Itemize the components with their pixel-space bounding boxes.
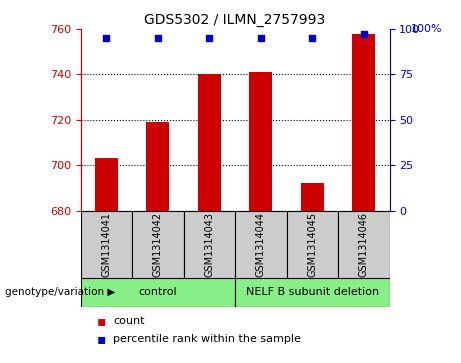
Bar bbox=[235, 278, 390, 307]
Bar bbox=[249, 72, 272, 211]
Text: GSM1314045: GSM1314045 bbox=[307, 212, 317, 277]
Text: percentile rank within the sample: percentile rank within the sample bbox=[113, 334, 301, 344]
Point bbox=[154, 35, 161, 41]
Point bbox=[257, 35, 265, 41]
Text: genotype/variation ▶: genotype/variation ▶ bbox=[5, 287, 115, 297]
Bar bbox=[287, 211, 338, 278]
Point bbox=[360, 32, 367, 37]
Text: GSM1314042: GSM1314042 bbox=[153, 212, 163, 277]
Text: GSM1314046: GSM1314046 bbox=[359, 212, 369, 277]
Text: NELF B subunit deletion: NELF B subunit deletion bbox=[246, 287, 379, 297]
Text: ▪: ▪ bbox=[97, 333, 106, 346]
Bar bbox=[81, 278, 235, 307]
Bar bbox=[235, 211, 287, 278]
Bar bbox=[146, 122, 170, 211]
Point bbox=[103, 35, 110, 41]
Bar bbox=[132, 211, 183, 278]
Bar bbox=[198, 74, 221, 211]
Point bbox=[206, 35, 213, 41]
Bar bbox=[95, 158, 118, 211]
Text: count: count bbox=[113, 316, 144, 326]
Bar bbox=[81, 211, 132, 278]
Text: ▪: ▪ bbox=[97, 314, 106, 328]
Text: GSM1314043: GSM1314043 bbox=[204, 212, 214, 277]
Bar bbox=[352, 33, 375, 211]
Text: control: control bbox=[139, 287, 177, 297]
Point bbox=[308, 35, 316, 41]
Bar bbox=[301, 183, 324, 211]
Text: GSM1314041: GSM1314041 bbox=[101, 212, 112, 277]
Title: GDS5302 / ILMN_2757993: GDS5302 / ILMN_2757993 bbox=[144, 13, 326, 26]
Y-axis label: 100%: 100% bbox=[411, 24, 443, 34]
Bar bbox=[338, 211, 390, 278]
Text: GSM1314044: GSM1314044 bbox=[256, 212, 266, 277]
Bar bbox=[183, 211, 235, 278]
